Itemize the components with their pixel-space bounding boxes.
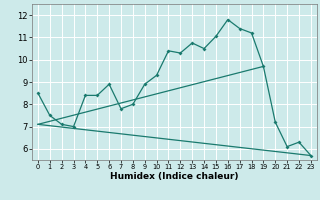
X-axis label: Humidex (Indice chaleur): Humidex (Indice chaleur) — [110, 172, 239, 181]
